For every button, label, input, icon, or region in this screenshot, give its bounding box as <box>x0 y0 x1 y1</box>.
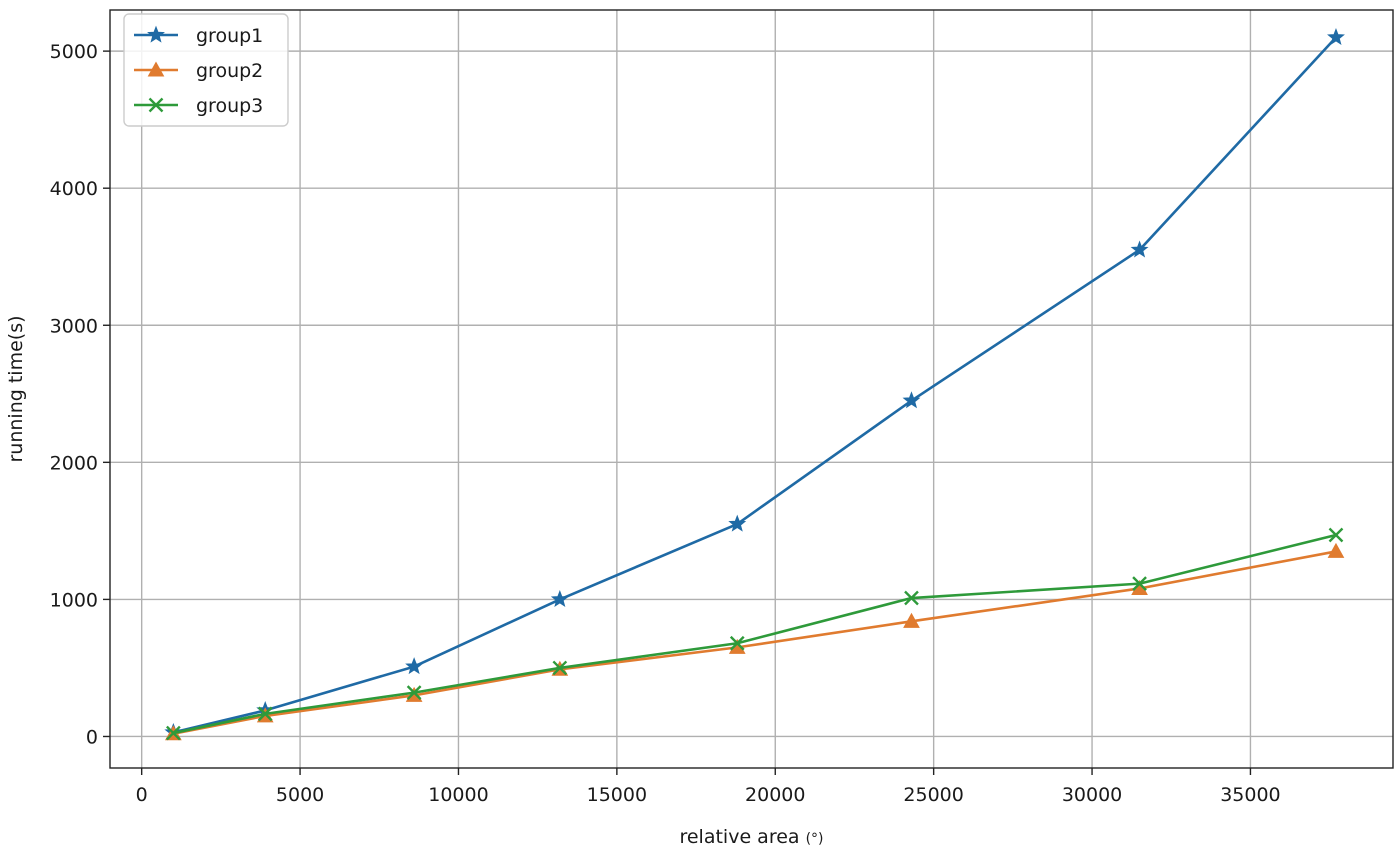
data-point-group1 <box>902 391 921 409</box>
plot-frame <box>109 9 1394 769</box>
x-marker-stroke <box>148 97 164 113</box>
data-point-group1 <box>550 589 569 608</box>
series-line-group3 <box>173 533 1337 735</box>
x-marker-stroke <box>166 725 181 741</box>
data-point-group3 <box>166 725 181 741</box>
x-tick-label: 35000 <box>1220 784 1280 806</box>
y-tick-label: 0 <box>86 726 98 748</box>
data-point-group3 <box>406 685 422 700</box>
legend-label-group2: group2 <box>196 60 263 82</box>
data-point-group3 <box>1132 576 1147 591</box>
data-point-group2 <box>1327 542 1345 558</box>
y-tick-label: 3000 <box>50 315 98 337</box>
data-point-group1 <box>728 514 747 532</box>
legend: group1 group2 group3 <box>123 13 289 127</box>
x-tick-label: 15000 <box>587 784 647 806</box>
series-lines <box>164 28 1345 741</box>
data-point-group3 <box>729 635 745 651</box>
x-tick-label: 20000 <box>745 784 805 806</box>
x-marker-stroke <box>1132 576 1147 591</box>
x-axis-label: relative area (°) <box>679 826 823 848</box>
legend-marker-group3 <box>148 97 164 113</box>
y-tick-label: 4000 <box>50 178 98 200</box>
y-tick-label: 1000 <box>50 589 98 611</box>
series-line-group1 <box>173 36 1337 734</box>
x-marker-stroke <box>552 660 568 676</box>
grid <box>110 10 1393 768</box>
x-axis-label-unit: (°) <box>806 831 824 847</box>
data-point-group1 <box>1327 28 1345 46</box>
data-point-group3 <box>904 590 919 606</box>
data-point-group1 <box>1130 240 1149 258</box>
legend-label-group1: group1 <box>196 25 263 47</box>
legend-box <box>123 13 289 127</box>
x-tick-label: 30000 <box>1062 784 1122 806</box>
series-group2 <box>165 542 1345 741</box>
axis-ticks: 0 5000 10000 15000 20000 25000 30000 35000 0 1000… <box>50 41 1281 806</box>
data-point-group1 <box>405 657 424 675</box>
data-point-group3 <box>552 660 568 676</box>
x-axis-label-text: relative area <box>679 826 799 848</box>
legend-marker-group2 <box>147 61 165 77</box>
series-group1 <box>164 28 1345 740</box>
y-axis-label: running time(s) <box>5 315 27 462</box>
x-marker-stroke <box>904 590 919 606</box>
x-marker-stroke <box>729 635 745 651</box>
x-tick-label: 10000 <box>428 784 488 806</box>
data-point-group3 <box>1328 527 1344 543</box>
x-tick-label: 25000 <box>903 784 963 806</box>
x-marker-stroke <box>406 685 422 700</box>
y-tick-label: 5000 <box>50 41 98 63</box>
x-tick-label: 5000 <box>276 784 324 806</box>
series-group3 <box>166 527 1344 741</box>
x-marker-stroke <box>1328 527 1344 543</box>
series-line-group2 <box>173 550 1337 736</box>
y-tick-label: 2000 <box>50 452 98 474</box>
legend-marker-group1 <box>147 25 165 43</box>
data-point-group2 <box>903 612 920 628</box>
legend-label-group3: group3 <box>196 95 263 117</box>
data-point-group3 <box>257 706 273 722</box>
x-marker-stroke <box>257 706 273 722</box>
x-tick-label: 0 <box>136 784 148 806</box>
